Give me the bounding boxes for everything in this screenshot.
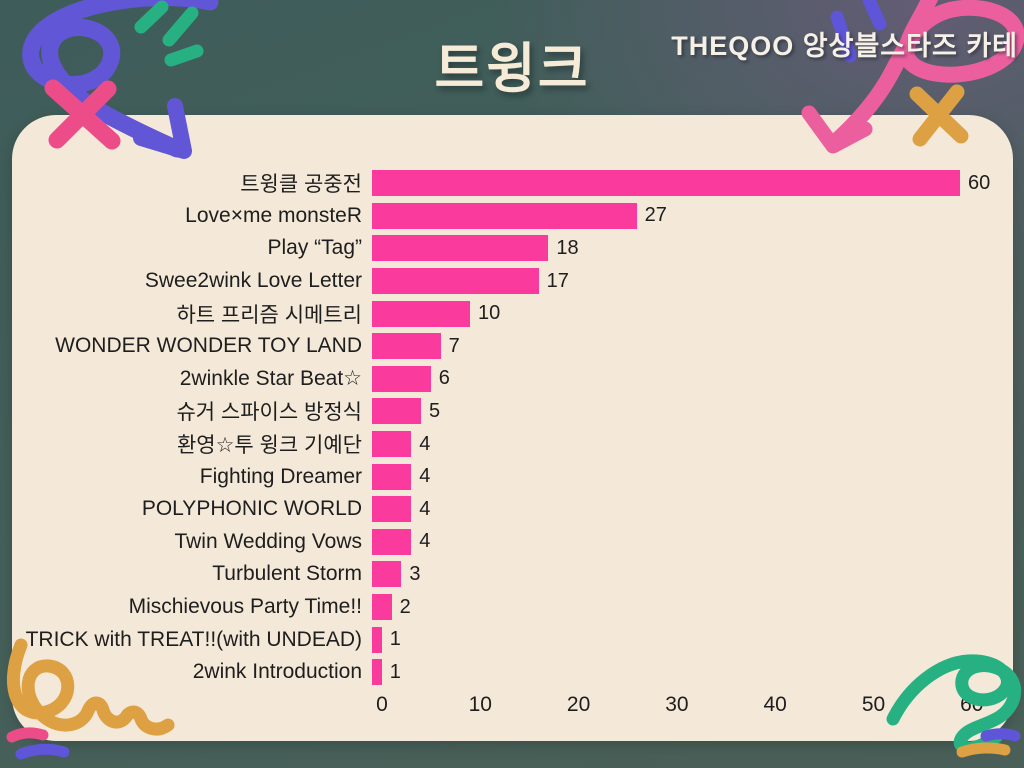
category-label: 슈거 스파이스 방정식 (176, 401, 362, 425)
x-tick-label: 10 (468, 693, 492, 716)
chart-row: Swee2wink Love Letter 17 (12, 265, 1013, 298)
chart-row: Love×me monsteR 27 (12, 200, 1013, 233)
category-label: Twin Wedding Vows (174, 529, 362, 553)
chart-row: TRICK with TREAT!!(with UNDEAD) 1 (12, 623, 1013, 656)
value-label: 4 (419, 497, 431, 520)
chart-rows: 트윙클 공중전 60 Love×me monsteR 27 Play “Tag”… (12, 167, 1013, 689)
bar-area: 4 (372, 460, 430, 493)
chart-row: Mischievous Party Time!! 2 (12, 591, 1013, 624)
bar-area: 3 (372, 558, 421, 591)
source-label: THEQOO 앙상블스타즈 카테 (671, 31, 1018, 61)
value-label: 4 (419, 465, 431, 488)
bar (372, 594, 392, 621)
value-label: 27 (644, 204, 667, 227)
bar (372, 202, 637, 229)
bar (372, 268, 539, 295)
bar-area: 1 (372, 623, 401, 656)
category-label: Love×me monsteR (185, 203, 362, 227)
bar (372, 561, 402, 588)
x-tick-label: 50 (861, 693, 886, 716)
orange-dash-icon (956, 742, 1011, 758)
bar-area: 17 (372, 265, 569, 298)
chart-row: 환영☆투 윙크 기예단 4 (12, 428, 1013, 461)
bar-area: 18 (372, 232, 579, 265)
bar-area: 5 (372, 395, 440, 428)
chart-row: 2winkle Star Beat☆ 6 (12, 363, 1013, 396)
value-label: 4 (419, 530, 431, 553)
bar (372, 170, 960, 197)
bar (372, 659, 382, 686)
x-tick-label: 20 (566, 693, 591, 716)
page-title: 트윙크 (434, 39, 590, 99)
x-tick-label: 30 (665, 693, 689, 716)
value-label: 18 (556, 236, 579, 259)
bar-area: 2 (372, 591, 411, 624)
x-tick-label: 40 (763, 693, 787, 716)
category-label: Swee2wink Love Letter (144, 269, 362, 293)
chart-row: Fighting Dreamer 4 (12, 460, 1013, 493)
bar-area: 4 (372, 526, 430, 559)
bar-area: 4 (372, 493, 430, 526)
bar (372, 463, 412, 490)
x-tick-label: 60 (960, 693, 984, 716)
value-label: 6 (438, 367, 450, 390)
category-label: 트윙클 공중전 (240, 173, 362, 197)
category-label: 2wink Introduction (192, 660, 362, 684)
value-label: 7 (448, 334, 460, 357)
value-label: 5 (429, 399, 441, 422)
bar-area: 4 (372, 428, 430, 461)
category-label: Fighting Dreamer (199, 464, 362, 488)
bar (372, 365, 431, 392)
chart-row: Turbulent Storm 3 (12, 558, 1013, 591)
bar-area: 60 (372, 167, 990, 200)
chart-row: POLYPHONIC WORLD 4 (12, 493, 1013, 526)
value-label: 1 (389, 660, 401, 683)
value-label: 3 (409, 562, 421, 585)
chart-row: 트윙클 공중전 60 (12, 167, 1013, 200)
value-label: 4 (419, 432, 431, 455)
category-label: 하트 프리즘 시메트리 (176, 303, 362, 327)
category-label: TRICK with TREAT!!(with UNDEAD) (25, 627, 362, 651)
bar-area: 7 (372, 330, 460, 363)
blue-dash-icon (15, 743, 70, 760)
bar (372, 431, 412, 458)
bar-area: 1 (372, 656, 401, 689)
bar (372, 496, 412, 523)
bar (372, 528, 412, 555)
category-label: 환영☆투 윙크 기예단 (176, 434, 362, 458)
chart-row: Play “Tag” 18 (12, 232, 1013, 265)
chart-row: 2wink Introduction 1 (12, 656, 1013, 689)
chart-row: 슈거 스파이스 방정식 5 (12, 395, 1013, 428)
bar (372, 626, 382, 653)
purple-dash-icon (862, 0, 887, 31)
bar-area: 6 (372, 363, 450, 396)
bar (372, 300, 470, 327)
chart-row: WONDER WONDER TOY LAND 7 (12, 330, 1013, 363)
bar (372, 398, 421, 425)
value-label: 60 (968, 171, 991, 194)
value-label: 17 (546, 269, 569, 292)
category-label: Mischievous Party Time!! (128, 595, 362, 619)
x-tick-label: 0 (376, 693, 388, 716)
bar-area: 10 (372, 297, 500, 330)
value-label: 2 (399, 595, 411, 618)
category-label: Play “Tag” (267, 236, 362, 260)
x-axis: 0 10 20 30 40 50 60 (376, 693, 984, 723)
chart-row: 하트 프리즘 시메트리 10 (12, 297, 1013, 330)
category-label: Turbulent Storm (212, 562, 362, 586)
bar (372, 333, 441, 360)
category-label: POLYPHONIC WORLD (141, 497, 362, 521)
value-label: 10 (478, 302, 501, 325)
category-label: WONDER WONDER TOY LAND (55, 334, 362, 358)
value-label: 1 (389, 628, 401, 651)
bar (372, 235, 549, 262)
chart-row: Twin Wedding Vows 4 (12, 526, 1013, 559)
chart-card: 트윙클 공중전 60 Love×me monsteR 27 Play “Tag”… (12, 115, 1013, 741)
category-label: 2winkle Star Beat☆ (179, 367, 362, 391)
bar-area: 27 (372, 200, 667, 233)
